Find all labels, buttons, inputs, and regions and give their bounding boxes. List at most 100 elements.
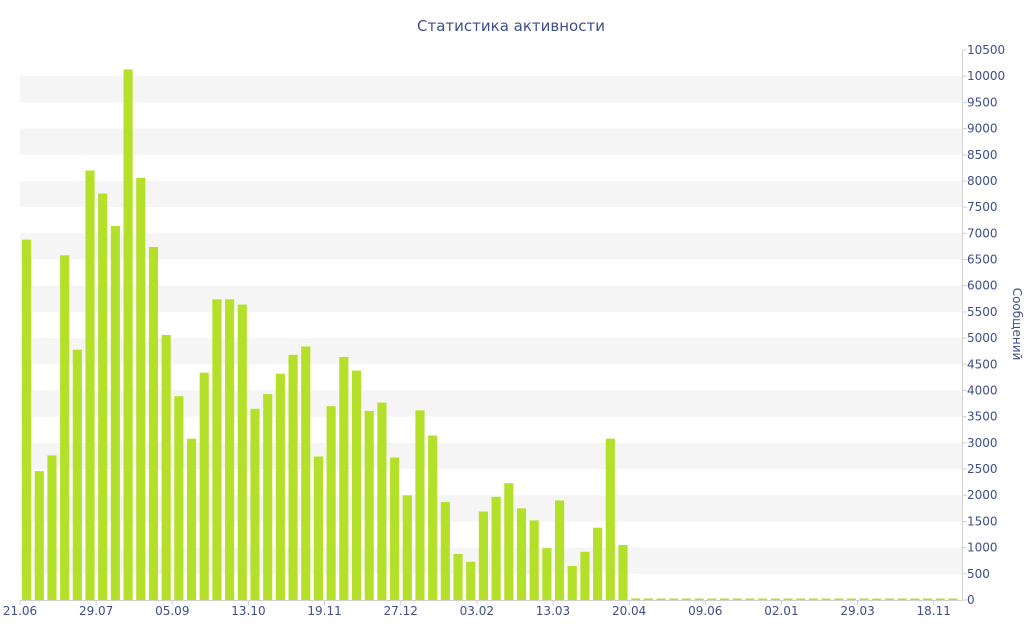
bar[interactable] <box>60 255 70 600</box>
bar[interactable] <box>377 402 387 600</box>
bar[interactable] <box>808 598 818 601</box>
bar[interactable] <box>796 598 806 601</box>
x-tick-label: 20.04 <box>612 604 646 618</box>
bar[interactable] <box>923 598 933 601</box>
bar[interactable] <box>161 334 171 600</box>
bar[interactable] <box>72 349 82 600</box>
bar[interactable] <box>136 177 146 600</box>
bar[interactable] <box>364 410 374 600</box>
bar[interactable] <box>783 598 793 601</box>
bar[interactable] <box>339 356 349 600</box>
bar[interactable] <box>440 502 450 600</box>
bar[interactable] <box>948 598 958 601</box>
bar[interactable] <box>605 438 615 600</box>
bar[interactable] <box>884 598 895 601</box>
bar[interactable] <box>732 598 742 601</box>
bar[interactable] <box>542 548 552 600</box>
bar[interactable] <box>301 346 311 600</box>
bar[interactable] <box>846 598 856 601</box>
bar[interactable] <box>466 561 476 600</box>
bar[interactable] <box>351 370 362 600</box>
bar[interactable] <box>656 598 666 601</box>
grid-band <box>20 180 962 208</box>
bar[interactable] <box>453 553 463 600</box>
bar[interactable] <box>263 394 273 600</box>
bar[interactable] <box>707 598 717 601</box>
bar[interactable] <box>770 598 780 601</box>
x-tick-label: 21.06 <box>3 604 37 618</box>
chart-title: Статистика активности <box>417 17 605 35</box>
bar[interactable] <box>123 69 133 600</box>
y-tick-label: 7500 <box>967 200 998 214</box>
bar[interactable] <box>313 456 324 600</box>
bar[interactable] <box>250 408 260 600</box>
bar[interactable] <box>834 598 844 601</box>
x-tick-label: 13.10 <box>231 604 265 618</box>
bar[interactable] <box>859 598 869 601</box>
bar[interactable] <box>745 598 755 601</box>
y-tick-label: 9500 <box>967 95 998 109</box>
bar[interactable] <box>504 483 514 600</box>
x-tick-label: 19.11 <box>307 604 341 618</box>
grid-band <box>20 495 962 522</box>
bar[interactable] <box>428 435 438 600</box>
bar[interactable] <box>643 598 653 600</box>
grid-band <box>20 233 962 260</box>
bar[interactable] <box>516 508 527 600</box>
bar[interactable] <box>618 545 628 600</box>
bar[interactable] <box>34 471 44 600</box>
bar[interactable] <box>681 598 692 601</box>
x-tick-label: 13.03 <box>536 604 570 618</box>
bar[interactable] <box>47 455 57 600</box>
bar[interactable] <box>415 410 425 600</box>
bar[interactable] <box>288 354 298 600</box>
bars <box>22 69 958 601</box>
bar[interactable] <box>821 598 831 601</box>
bar[interactable] <box>275 373 285 600</box>
y-axis-label: Сообщений <box>1010 288 1024 361</box>
x-tick-label: 09.06 <box>688 604 722 618</box>
bar[interactable] <box>694 598 704 601</box>
y-tick-label: 4500 <box>967 357 998 371</box>
bar[interactable] <box>237 304 247 600</box>
bar[interactable] <box>580 551 590 600</box>
bar[interactable] <box>225 299 235 600</box>
y-tick-label: 3000 <box>967 436 998 450</box>
bar[interactable] <box>872 598 882 601</box>
bar[interactable] <box>186 438 197 600</box>
bar[interactable] <box>85 170 95 601</box>
y-tick-label: 2500 <box>967 462 998 476</box>
y-tick-label: 6000 <box>967 279 998 293</box>
bar[interactable] <box>554 500 565 600</box>
bar[interactable] <box>593 527 603 600</box>
x-tick-label: 27.12 <box>384 604 418 618</box>
bar[interactable] <box>935 598 945 601</box>
bar[interactable] <box>98 193 108 600</box>
bar[interactable] <box>491 496 501 600</box>
bar[interactable] <box>631 598 641 600</box>
bar[interactable] <box>199 372 209 600</box>
bar[interactable] <box>910 598 920 601</box>
y-tick-label: 7000 <box>967 226 998 240</box>
bar[interactable] <box>22 239 32 600</box>
bar[interactable] <box>326 406 336 600</box>
bar[interactable] <box>567 565 577 600</box>
y-tick-label: 500 <box>967 567 990 581</box>
x-tick-label: 02.01 <box>764 604 798 618</box>
bar[interactable] <box>758 598 768 601</box>
bar[interactable] <box>529 520 539 600</box>
grid-band <box>20 285 962 312</box>
bar[interactable] <box>148 246 159 600</box>
bar[interactable] <box>390 457 400 600</box>
bar[interactable] <box>174 396 184 600</box>
bar[interactable] <box>897 598 907 601</box>
bar[interactable] <box>719 598 730 601</box>
bar[interactable] <box>478 511 488 600</box>
bar[interactable] <box>110 226 120 600</box>
y-tick-label: 4000 <box>967 383 998 397</box>
bar[interactable] <box>212 299 222 600</box>
bar[interactable] <box>669 598 679 601</box>
bar[interactable] <box>402 495 412 600</box>
x-tick-label: 05.09 <box>155 604 189 618</box>
